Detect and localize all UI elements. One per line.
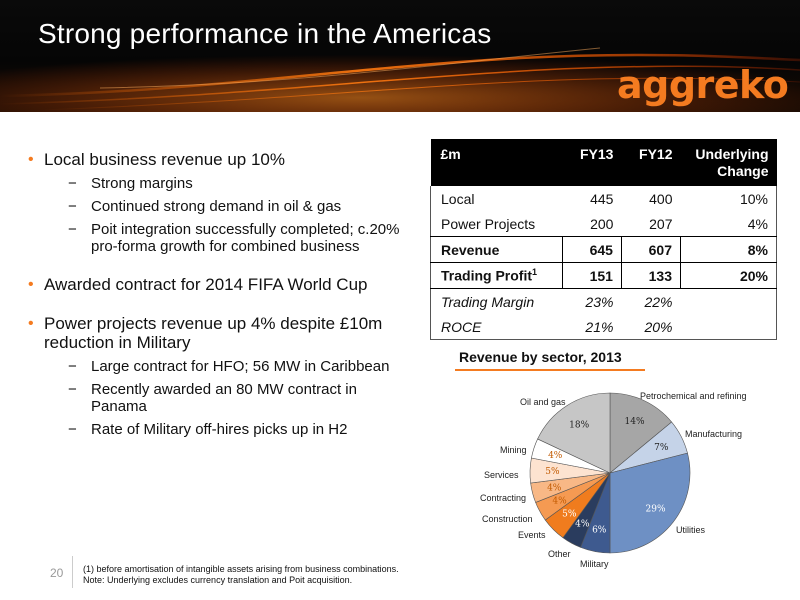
pie-category-label: Mining	[500, 445, 527, 455]
pie-pct-label: 29%	[646, 504, 666, 514]
bullet-list: • Local business revenue up 10% − Strong …	[28, 150, 408, 458]
footer-divider	[72, 556, 73, 588]
sub-bullet: − Continued strong demand in oil & gas	[68, 198, 342, 215]
bullet-power-projects: • Power projects revenue up 4% despite £…	[28, 314, 408, 438]
header-glow-graphic	[0, 40, 800, 112]
pie-pct-label: 4%	[548, 451, 563, 461]
pie-pct-label: 4%	[552, 497, 567, 507]
pie-slice-petrochemical-and-refining	[609, 392, 673, 474]
col-header-currency: £m	[430, 139, 563, 186]
table-header-row: £m FY13 FY12 Underlying Change	[430, 139, 777, 186]
page-title: Strong performance in the Americas	[38, 18, 492, 49]
aggreko-logo: aggreko	[617, 63, 789, 107]
table-row-roce: ROCE 21% 20%	[430, 314, 777, 340]
revenue-pie-chart: 14% Petrochemical and refining 7% Manufactu…	[480, 391, 747, 569]
pie-category-label: Services	[484, 470, 519, 480]
pie-category-label: Oil and gas	[520, 397, 566, 407]
bullet-dot-icon: •	[28, 276, 34, 293]
sub-bullet: − Recently awarded an 80 MW contract in P…	[68, 381, 357, 415]
col-header-change: Underlying Change	[680, 139, 777, 186]
pie-pct-label: 5%	[562, 510, 577, 520]
table-row-revenue: Revenue 645 607 8%	[430, 236, 777, 263]
pie-slice-utilities	[609, 452, 691, 554]
table-row-power-projects: Power Projects 200 207 4%	[430, 211, 777, 237]
pie-pct-label: 5%	[545, 467, 560, 477]
sub-bullet: − Large contract for HFO; 56 MW in Caribb…	[68, 358, 390, 375]
sub-bullet: − Rate of Military off-hires picks up in …	[68, 421, 348, 438]
table-row-trading-profit: Trading Profit1 151 133 20%	[430, 262, 777, 289]
bullet-local-business: • Local business revenue up 10% − Strong …	[28, 150, 408, 255]
bullet-fifa: • Awarded contract for 2014 FIFA World C…	[28, 275, 408, 294]
chart-title-underline	[455, 369, 645, 371]
footnotes: (1) before amortisation of intangible as…	[83, 564, 399, 586]
page-number: 20	[50, 566, 64, 580]
pie-pct-label: 4%	[575, 519, 590, 529]
pie-category-label: Military	[580, 559, 609, 569]
pie-pct-label: 7%	[654, 443, 669, 453]
bullet-dot-icon: •	[28, 151, 34, 168]
pie-category-label: Events	[518, 530, 546, 540]
pie-category-label: Other	[548, 549, 571, 559]
pie-pct-label: 6%	[592, 526, 607, 536]
pie-category-label: Petrochemical and refining	[640, 391, 747, 401]
col-header-fy13: FY13	[562, 139, 622, 186]
pie-pct-label: 14%	[625, 417, 645, 427]
footnote-1: (1) before amortisation of intangible as…	[83, 564, 399, 574]
pie-slice-oil-and-gas	[537, 392, 611, 474]
pie-category-label: Contracting	[480, 493, 526, 503]
footnote-2: Note: Underlying excludes currency trans…	[83, 575, 353, 585]
header-band: Strong performance in the Americas	[0, 0, 800, 112]
table-row-local: Local 445 400 10%	[430, 186, 777, 211]
table-row-trading-margin: Trading Margin 23% 22%	[430, 288, 777, 314]
pie-category-label: Manufacturing	[685, 429, 742, 439]
sub-bullet: − Poit integration successfully completed…	[68, 221, 400, 255]
col-header-fy12: FY12	[621, 139, 681, 186]
pie-pct-label: 4%	[547, 483, 562, 493]
pie-category-label: Construction	[482, 514, 533, 524]
financial-table: £m FY13 FY12 Underlying Change Local 445…	[430, 139, 777, 340]
bullet-dot-icon: •	[28, 315, 34, 332]
bullet-text: Awarded contract for 2014 FIFA World Cup	[44, 275, 368, 294]
pie-category-label: Utilities	[676, 525, 706, 535]
bullet-text: Local business revenue up 10%	[44, 150, 285, 169]
pie-pct-label: 18%	[569, 420, 589, 430]
sub-bullet: − Strong margins	[68, 175, 193, 192]
chart-title: Revenue by sector, 2013	[459, 349, 622, 365]
bullet-text: Power projects revenue up 4% despite £10…	[44, 314, 383, 352]
